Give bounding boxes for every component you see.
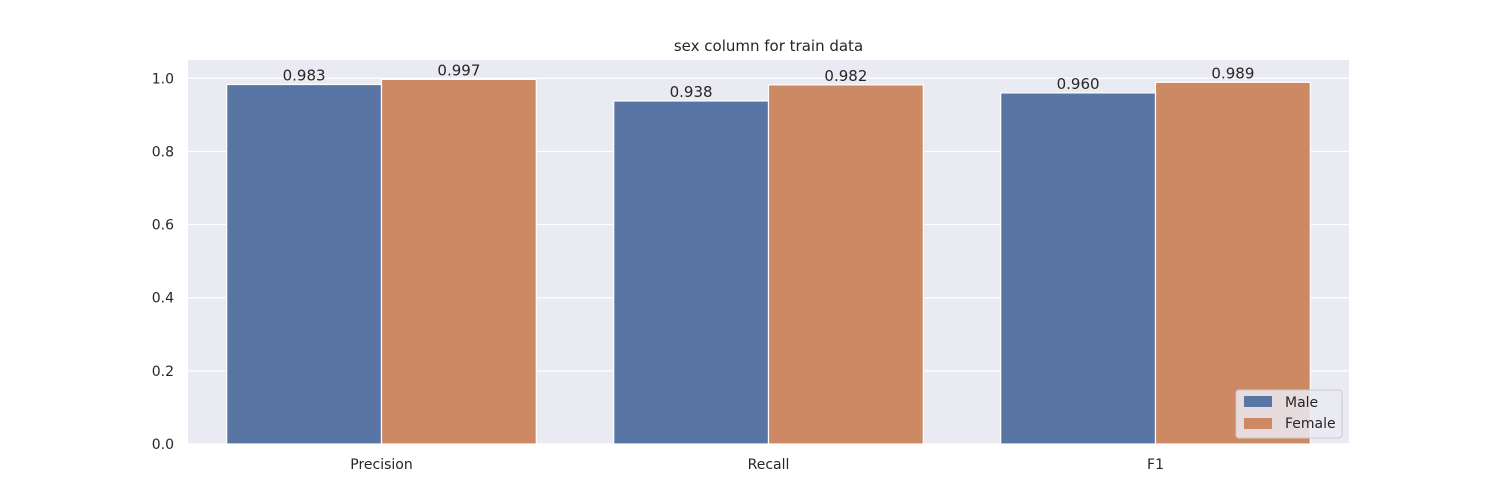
bar-male-recall bbox=[613, 100, 770, 445]
bar-female-recall bbox=[767, 84, 924, 445]
legend-swatch-female bbox=[1244, 418, 1272, 429]
data-label: 0.989 bbox=[1211, 64, 1254, 82]
x-tick-label: F1 bbox=[1147, 457, 1164, 473]
x-tick-label: Recall bbox=[748, 457, 790, 473]
axes: 0.0 0.2 0.4 0.6 0.8 1.0 Precision Recall F1 bbox=[152, 71, 1164, 473]
bar-female-precision bbox=[380, 78, 537, 445]
bar-female-f1 bbox=[1154, 81, 1311, 445]
legend-label-female: Female bbox=[1285, 416, 1336, 432]
data-label: 0.983 bbox=[283, 67, 326, 85]
data-labels: 0.983 0.997 0.938 0.982 0.960 0.989 bbox=[283, 61, 1255, 101]
y-tick-label: 0.2 bbox=[152, 364, 174, 380]
x-tick-label: Precision bbox=[350, 457, 412, 473]
y-tick-label: 0.6 bbox=[152, 218, 174, 234]
data-label: 0.960 bbox=[1057, 75, 1100, 93]
y-tick-label: 0.8 bbox=[152, 144, 174, 160]
legend: Male Female bbox=[1235, 389, 1343, 439]
data-label: 0.997 bbox=[437, 61, 480, 79]
bar-male-precision bbox=[226, 83, 383, 445]
data-label: 0.938 bbox=[670, 83, 713, 101]
bars bbox=[226, 78, 1311, 445]
legend-label-male: Male bbox=[1285, 395, 1318, 411]
y-tick-label: 0.4 bbox=[152, 291, 174, 307]
chart-title: sex column for train data bbox=[674, 37, 863, 55]
y-tick-label: 1.0 bbox=[152, 71, 174, 87]
bar-male-f1 bbox=[1000, 92, 1157, 445]
data-label: 0.982 bbox=[824, 67, 867, 85]
legend-swatch-male bbox=[1244, 396, 1272, 407]
y-tick-label: 0.0 bbox=[152, 437, 174, 453]
